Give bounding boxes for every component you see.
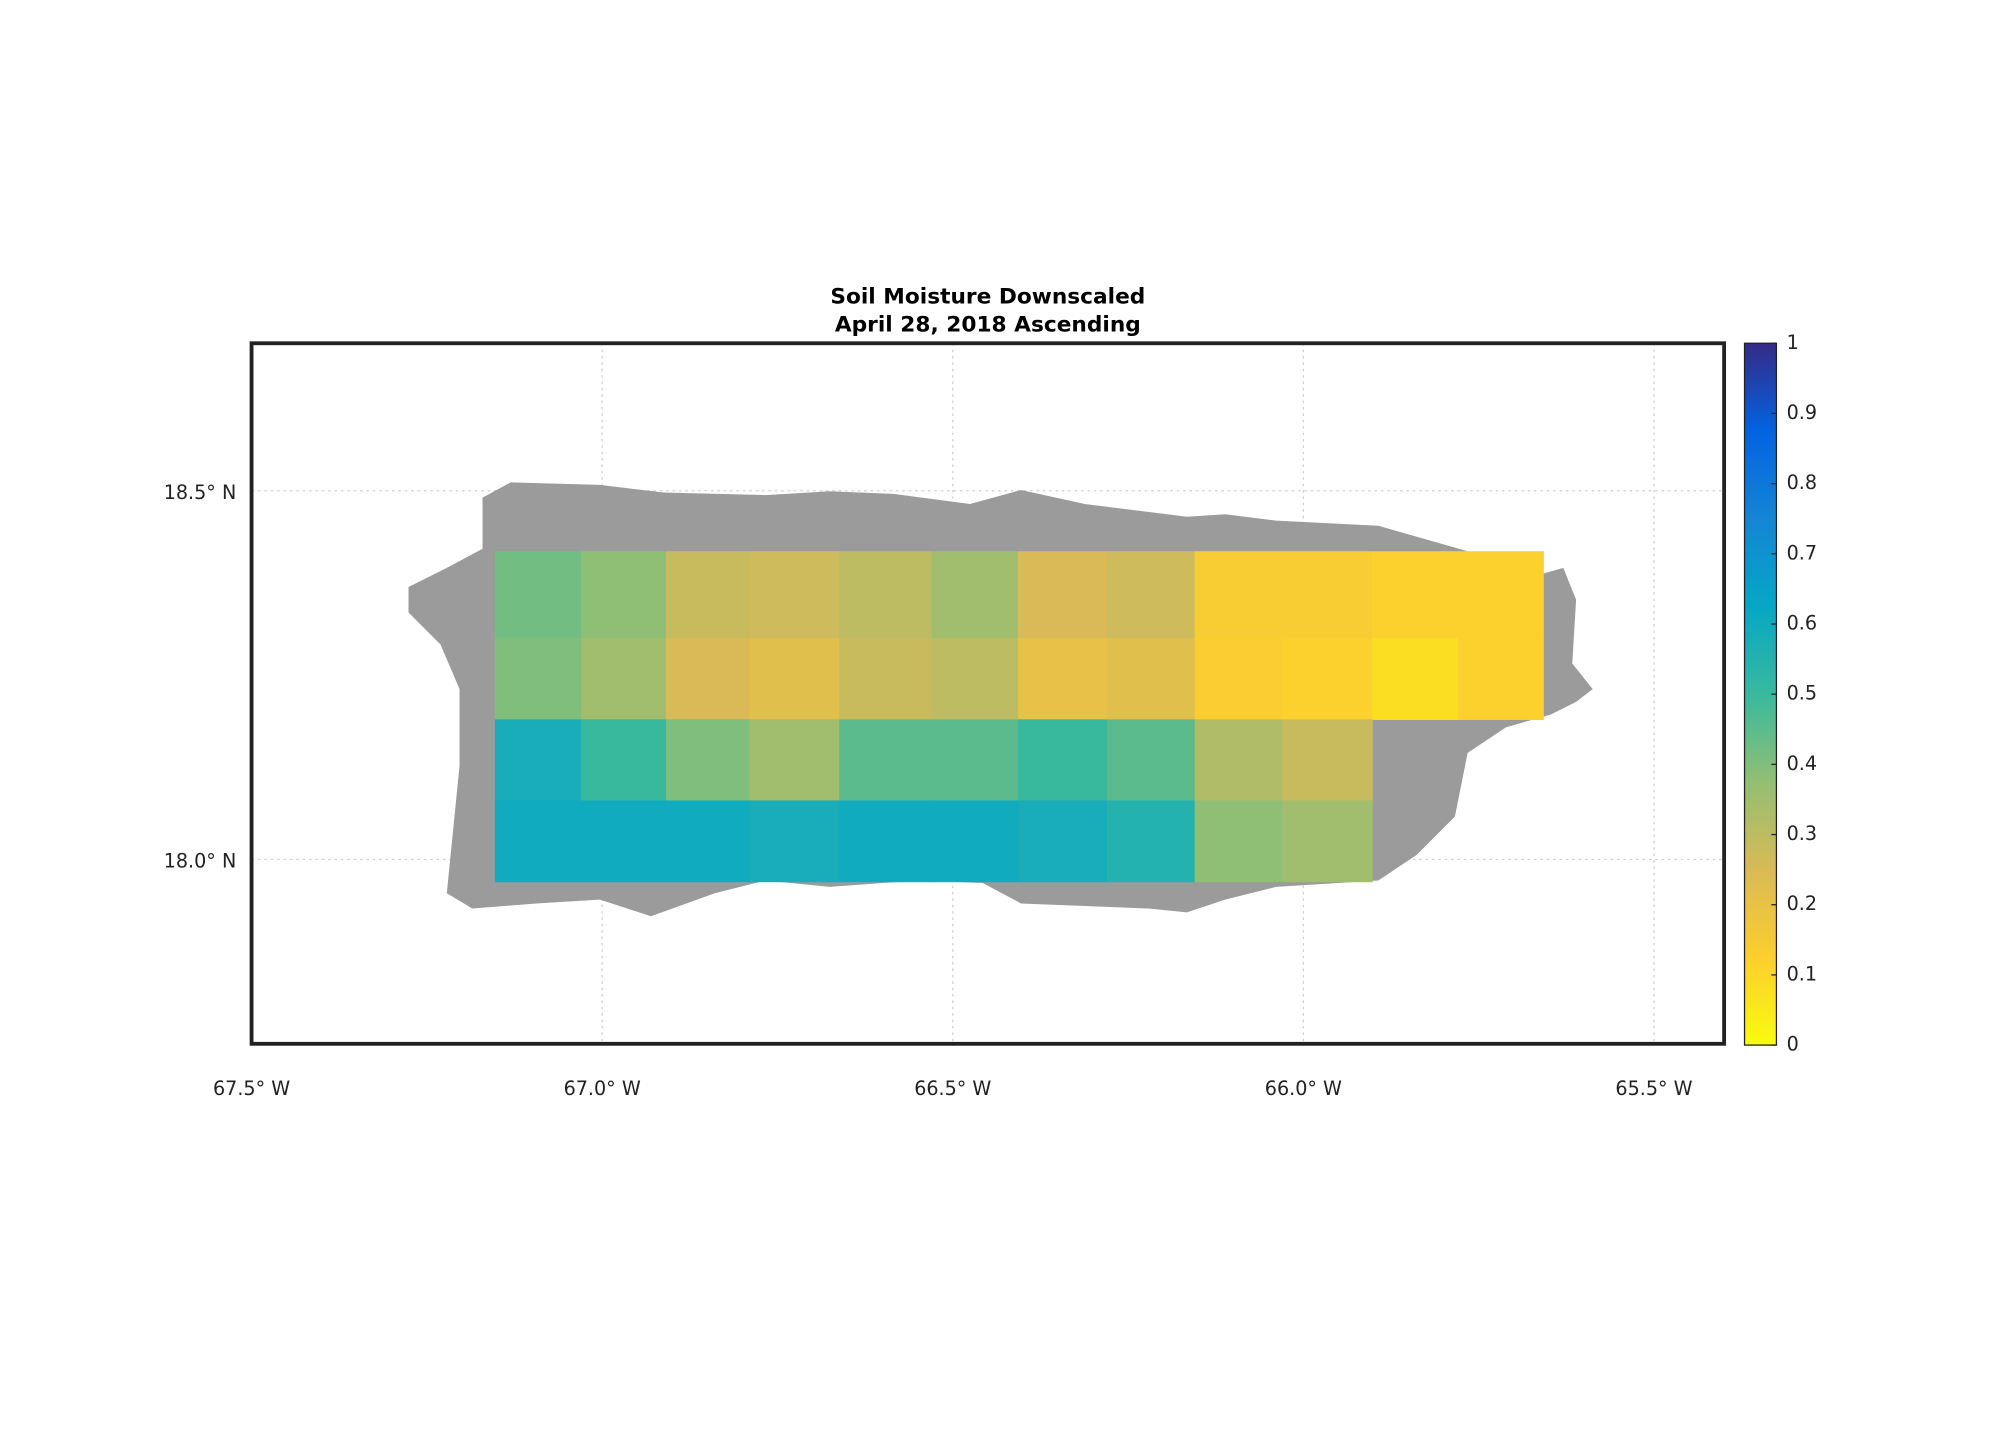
- data-cell: [839, 800, 933, 883]
- data-cell: [839, 719, 933, 802]
- data-cell: [1194, 551, 1283, 639]
- colorbar-tick-label: 0.2: [1787, 892, 1817, 915]
- x-tick-label: 66.5° W: [914, 1077, 991, 1100]
- colorbar-tick-label: 0.6: [1787, 611, 1817, 634]
- data-cell: [1372, 551, 1459, 639]
- data-cell: [1107, 638, 1196, 720]
- colorbar-tick-label: 0.3: [1787, 822, 1817, 845]
- data-cell: [665, 551, 751, 639]
- data-cell: [931, 638, 1019, 720]
- data-cell: [1282, 800, 1373, 883]
- axes-box: [249, 341, 1727, 1046]
- data-cell: [494, 638, 582, 720]
- data-cell: [1457, 638, 1544, 720]
- data-cell: [839, 638, 933, 720]
- data-cell: [749, 719, 840, 802]
- data-cell: [1372, 638, 1459, 720]
- data-cell: [665, 719, 751, 802]
- colorbar-tick-label: 0: [1787, 1033, 1799, 1056]
- data-cell: [931, 551, 1019, 639]
- x-tick-label: 67.5° W: [213, 1077, 290, 1100]
- colorbar-tick-label: 1: [1787, 331, 1799, 354]
- data-cell: [1282, 551, 1373, 639]
- data-cell: [494, 551, 582, 639]
- data-cell: [494, 719, 582, 802]
- data-cell: [931, 719, 1019, 802]
- x-tick-label: 67.0° W: [564, 1077, 641, 1100]
- data-cell: [1282, 719, 1373, 802]
- data-cell: [581, 551, 667, 639]
- data-cell: [1194, 719, 1283, 802]
- data-cell: [581, 638, 667, 720]
- data-cell: [839, 551, 933, 639]
- y-tick-label: 18.5° N: [164, 481, 237, 504]
- colorbar-tick-label: 0.1: [1787, 962, 1817, 985]
- data-cell: [1017, 638, 1108, 720]
- x-tick-label: 65.5° W: [1615, 1077, 1692, 1100]
- data-cell: [665, 800, 751, 883]
- colorbar-tick-label: 0.5: [1787, 682, 1817, 705]
- data-cell: [581, 800, 667, 883]
- data-cell: [749, 800, 840, 883]
- data-cell: [1017, 800, 1108, 883]
- colorbar-tick-label: 0.8: [1787, 471, 1817, 494]
- data-cell: [1107, 551, 1196, 639]
- colorbar: [1743, 342, 1778, 1046]
- data-cell: [749, 638, 840, 720]
- chart-subtitle: April 28, 2018 Ascending: [835, 312, 1141, 337]
- y-tick-label: 18.0° N: [164, 850, 237, 873]
- chart-title: Soil Moisture Downscaled: [830, 284, 1145, 309]
- data-cell: [1194, 800, 1283, 883]
- data-cell: [665, 638, 751, 720]
- data-cell: [1282, 638, 1373, 720]
- data-cell: [1017, 719, 1108, 802]
- data-cell: [1107, 800, 1196, 883]
- data-cell: [581, 719, 667, 802]
- data-cell: [749, 551, 840, 639]
- data-cell: [931, 800, 1019, 883]
- data-cell: [1194, 638, 1283, 720]
- colorbar-tick-label: 0.4: [1787, 752, 1817, 775]
- data-cell: [1107, 719, 1196, 802]
- data-cell: [494, 800, 582, 883]
- colorbar-tick-label: 0.9: [1787, 401, 1817, 424]
- data-cell: [1017, 551, 1108, 639]
- x-tick-label: 66.0° W: [1265, 1077, 1342, 1100]
- data-cell: [1457, 551, 1544, 639]
- colorbar-tick-label: 0.7: [1787, 541, 1817, 564]
